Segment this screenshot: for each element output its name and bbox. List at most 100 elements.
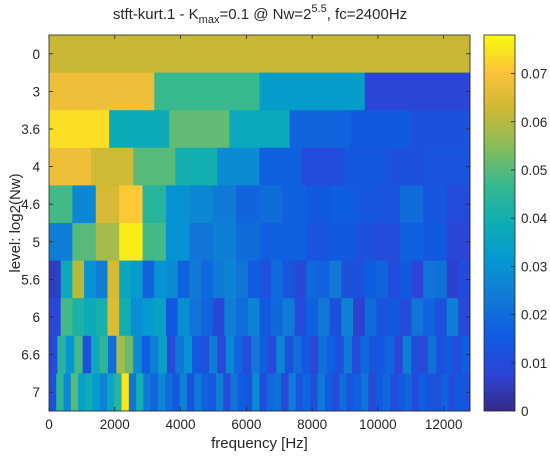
heatmap-cell: [436, 335, 446, 374]
heatmap-cell: [267, 335, 277, 374]
x-axis: 0 2000 4000 6000 8000 10000 12000: [45, 35, 462, 432]
y-tick-label: 3.6: [21, 122, 40, 137]
heatmap-cell: [91, 335, 100, 374]
heatmap-cell: [133, 335, 143, 374]
heatmap-cell: [335, 335, 345, 374]
heatmap-cell: [317, 373, 326, 412]
y-tick-label: 6.6: [21, 348, 40, 363]
heatmap-cell: [99, 335, 109, 374]
heatmap-cell: [247, 260, 260, 299]
heatmap-cell: [189, 223, 214, 261]
heatmap-cell: [306, 185, 331, 224]
heatmap-cell: [343, 147, 387, 186]
heatmap-cell: [271, 298, 284, 337]
heatmap-cell: [236, 298, 249, 337]
heatmap-cell: [388, 260, 401, 299]
heatmap-cell: [212, 223, 237, 261]
colorbar-tick-label: 0: [521, 404, 529, 419]
heatmap-cell: [70, 373, 79, 412]
heatmap-cell: [49, 110, 110, 149]
heatmap-cell: [85, 373, 93, 412]
heatmap-cell: [364, 72, 471, 111]
heatmap-cell: [282, 185, 307, 224]
heatmap-cell: [293, 335, 302, 374]
heatmap-cell: [142, 260, 155, 299]
heatmap-cell: [259, 147, 302, 186]
heatmap-cell: [427, 147, 471, 186]
heatmap-cell: [225, 335, 235, 374]
heatmap-cell: [446, 260, 459, 299]
x-tick-label: 0: [45, 417, 53, 432]
y-tick-label: 0: [32, 47, 40, 62]
heatmap-cell: [244, 373, 253, 412]
heatmap-cell: [114, 373, 122, 412]
heatmap-cell: [107, 298, 120, 337]
y-tick-label: 5.6: [21, 272, 40, 287]
heatmap-cell: [288, 373, 297, 412]
heatmap-cell: [282, 223, 307, 261]
heatmap-cell: [186, 373, 195, 412]
heatmap-cell: [95, 298, 108, 337]
heatmap-cell: [60, 260, 73, 299]
colorbar-tick-label: 0.02: [521, 308, 547, 323]
heatmap-cell: [217, 335, 227, 374]
heatmap-cell: [281, 373, 289, 412]
heatmap-cell: [399, 260, 412, 299]
heatmap-cell: [109, 110, 170, 149]
heatmap-cell: [301, 147, 345, 186]
heatmap-cell: [236, 260, 249, 299]
heatmap-cell: [461, 335, 471, 374]
heatmap-cell: [150, 373, 159, 412]
heatmap-cell: [259, 260, 272, 299]
y-axis-label: level: log2(Nw): [7, 173, 24, 272]
heatmap-cell: [116, 335, 126, 374]
heatmap-cell: [133, 147, 176, 186]
heatmap-cell: [326, 335, 336, 374]
heatmap-cell: [433, 373, 442, 412]
heatmap-cell: [332, 373, 340, 412]
heatmap-cell: [294, 260, 307, 299]
heatmap-cell: [217, 147, 260, 186]
heatmap-cell: [295, 373, 304, 412]
heatmap-cell: [259, 335, 269, 374]
heatmap-cell: [353, 185, 377, 224]
heatmap-cell: [259, 298, 272, 337]
heatmap-cell: [91, 147, 134, 186]
colorbar-tick-label: 0.05: [521, 163, 547, 178]
heatmap-cell: [136, 373, 144, 412]
colorbar: [483, 34, 516, 412]
heatmap-cell: [444, 335, 454, 374]
heatmap-cell: [212, 260, 225, 299]
heatmap-cell: [375, 373, 384, 412]
heatmap-cell: [349, 110, 411, 149]
heatmap-cell: [376, 185, 401, 224]
heatmap-cell: [208, 373, 217, 412]
heatmap-cell: [411, 260, 424, 299]
heatmap-cell: [360, 335, 370, 374]
heatmap-cell: [215, 373, 224, 412]
heatmap-cell: [306, 260, 319, 299]
heatmap-cell: [301, 335, 311, 374]
heatmap-cell: [259, 223, 284, 261]
heatmap-cell: [57, 335, 67, 374]
x-tick-label: 2000: [100, 417, 130, 432]
heatmap-cell: [49, 35, 471, 73]
heatmap-cell: [458, 298, 471, 337]
heatmap-cell: [65, 335, 75, 374]
colorbar-tick-label: 0.03: [521, 259, 547, 274]
heatmap-cell: [346, 373, 355, 412]
heatmap-cell: [192, 335, 201, 374]
heatmap-cell: [242, 335, 252, 374]
heatmap-cell: [194, 373, 202, 412]
heatmap-cell: [368, 373, 377, 412]
heatmap-cell: [376, 260, 389, 299]
y-tick-label: 3: [32, 84, 40, 99]
heatmap-cell: [49, 298, 62, 337]
heatmap-cell: [343, 335, 353, 374]
heatmap-cell: [247, 298, 260, 337]
heatmap-cell: [224, 260, 237, 299]
y-tick-label: 5: [32, 235, 40, 250]
heatmap-cell: [376, 223, 401, 261]
x-tick-label: 4000: [166, 417, 196, 432]
heatmap-cell: [119, 298, 132, 337]
